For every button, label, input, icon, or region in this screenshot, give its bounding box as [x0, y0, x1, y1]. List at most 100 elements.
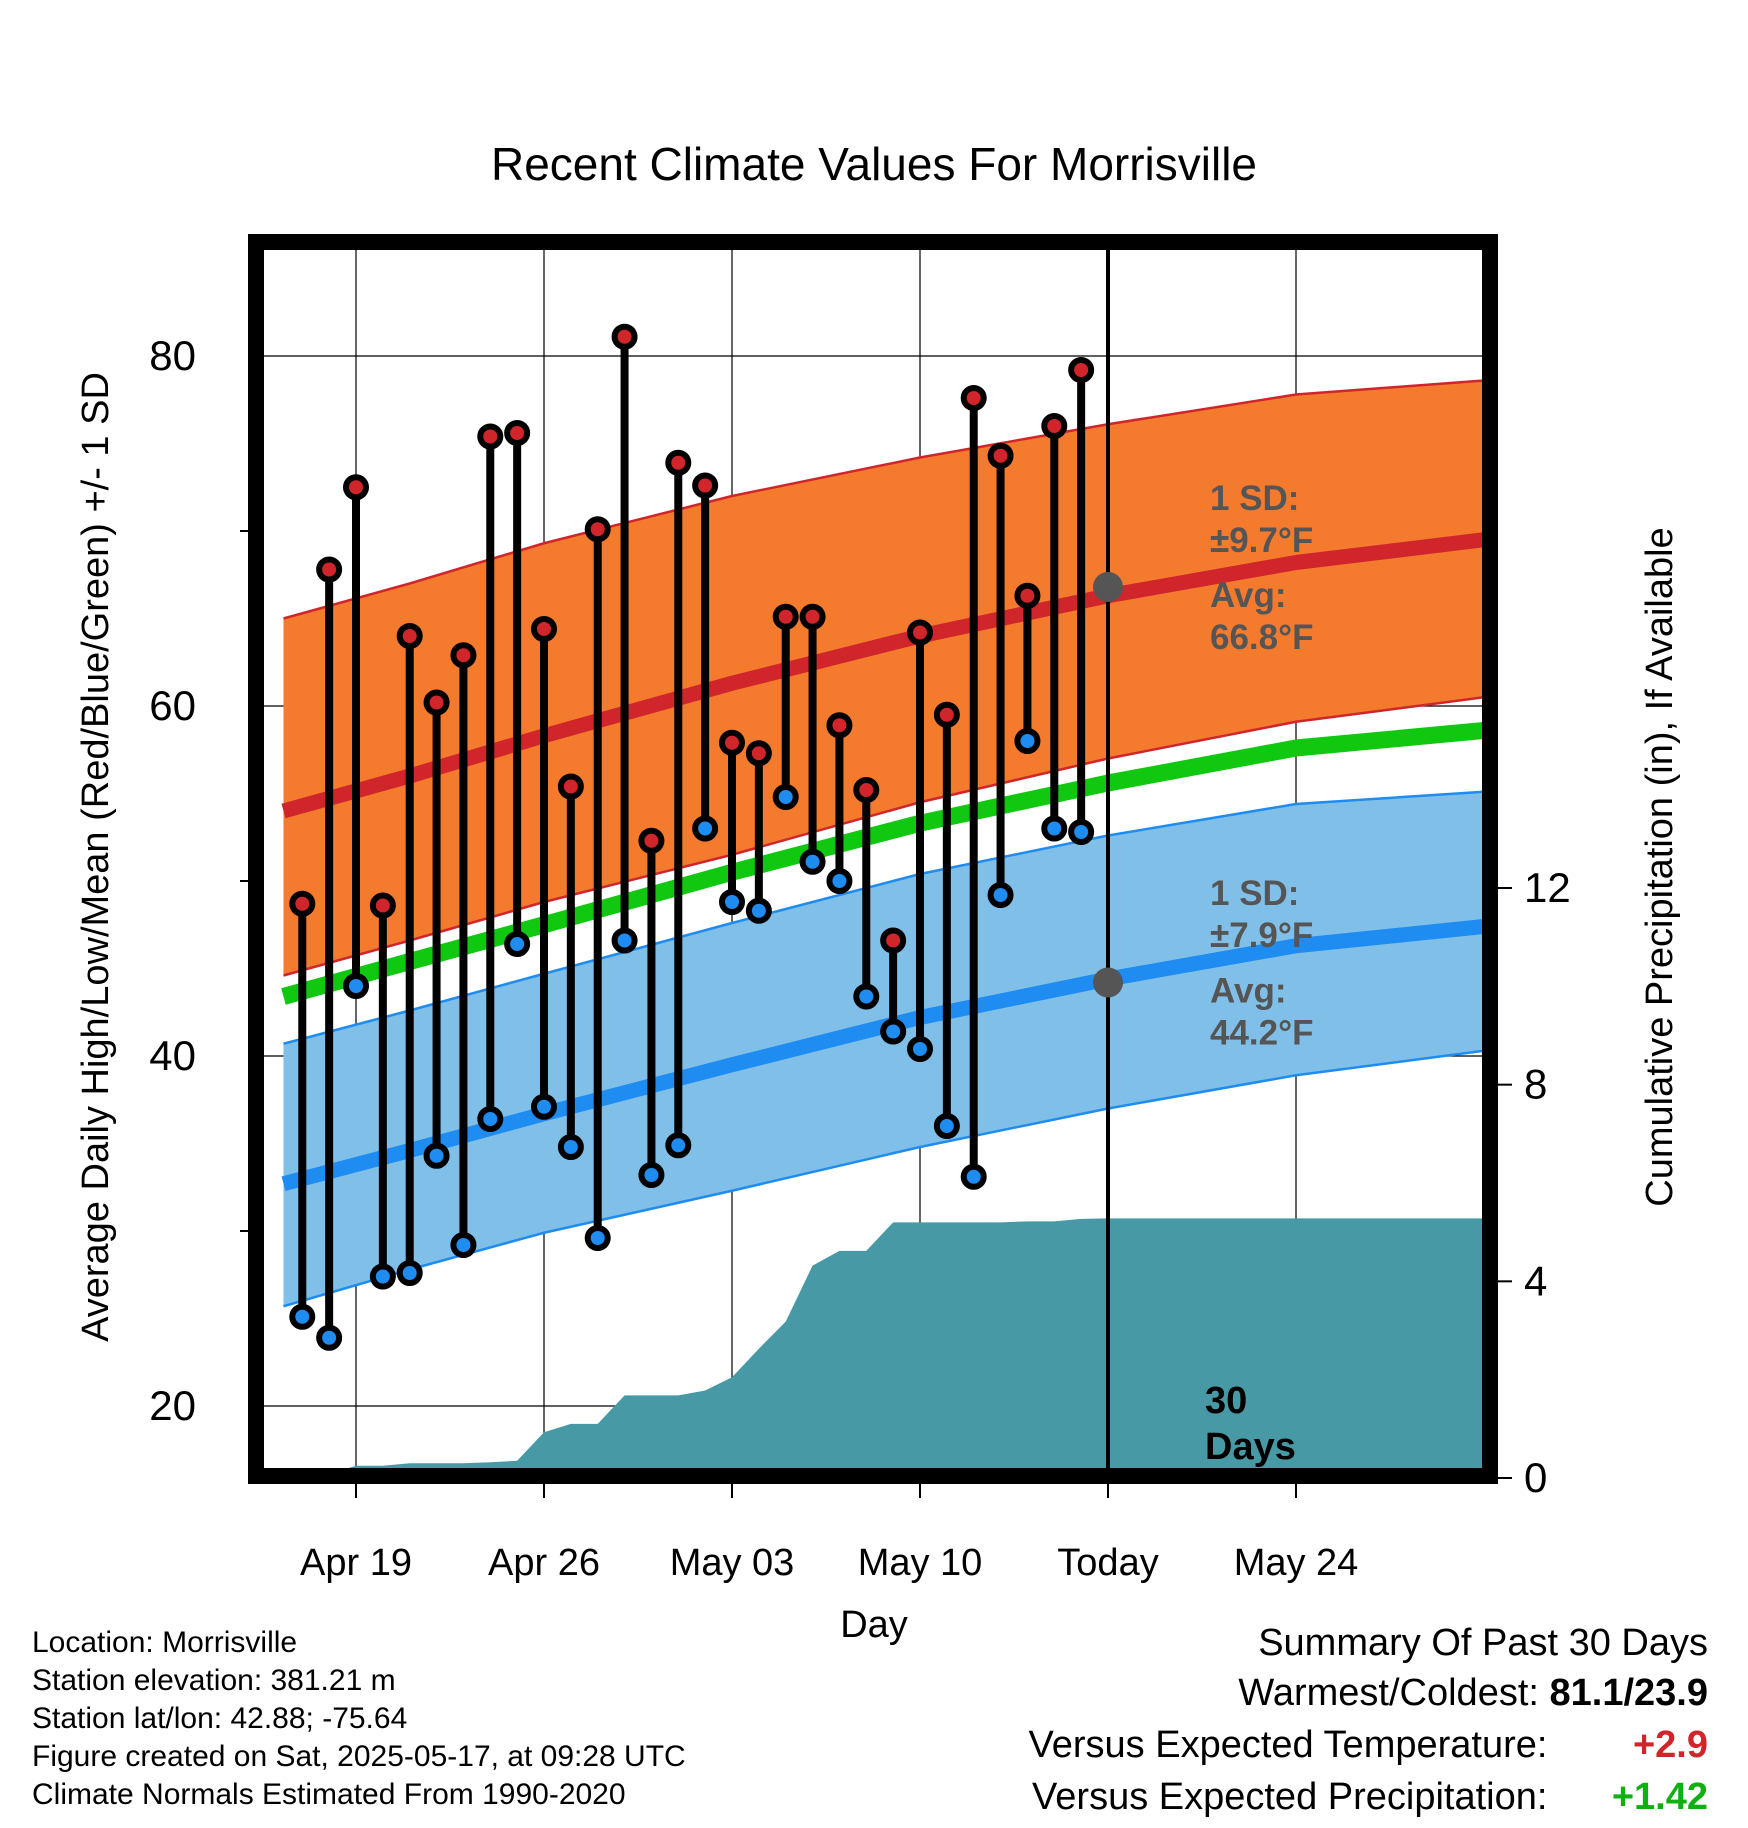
- low-sd-band-lower-edge: [283, 1049, 1484, 1308]
- daily-observations: [289, 323, 1095, 1351]
- obs-low-point: [316, 1324, 343, 1351]
- obs-low-point: [477, 1106, 504, 1132]
- plot-area: [281, 248, 1484, 1470]
- elevation-text: Station elevation: 381.21 m: [32, 1664, 396, 1697]
- obs-high-point: [853, 777, 880, 803]
- x-tick-label: Today: [1057, 1542, 1158, 1584]
- obs-low-point: [1014, 728, 1041, 754]
- obs-low-point: [343, 973, 369, 999]
- obs-low-point: [719, 889, 745, 915]
- axes: Apr 19 Apr 26 May 03 May 10 Today May 2420406…: [149, 234, 1571, 1584]
- obs-high-point: [396, 623, 423, 649]
- obs-high-point: [933, 701, 960, 728]
- obs-low-point: [504, 931, 531, 957]
- low-sd-band: [283, 791, 1484, 1307]
- mean-normal-line: [281, 722, 1484, 1005]
- obs-low-point: [880, 1018, 907, 1045]
- obs-low-point: [907, 1036, 933, 1062]
- obs-high-point: [423, 689, 450, 716]
- obs-low-point: [933, 1113, 960, 1139]
- obs-low-point: [450, 1232, 477, 1258]
- y-tick-label-right: 12: [1524, 864, 1571, 911]
- low-sd-band-upper-edge: [283, 790, 1484, 1045]
- obs-low-point: [423, 1142, 450, 1169]
- high-annotation-avg-text: 66.8°F: [1210, 618, 1314, 657]
- precip-area: [341, 1218, 1484, 1470]
- low-annotation-avg-text: Avg:: [1210, 972, 1286, 1011]
- obs-high-point: [531, 616, 557, 642]
- obs-high-point: [960, 385, 987, 411]
- obs-low-point: [772, 784, 799, 810]
- y-tick-label-right: 8: [1524, 1061, 1547, 1108]
- obs-low-point: [611, 927, 638, 954]
- high-annotation-avg-text: Avg:: [1210, 576, 1286, 615]
- obs-low-point: [557, 1134, 584, 1160]
- low-annotation-avg-marker: [1093, 967, 1123, 998]
- x-tick-label: Apr 26: [488, 1542, 600, 1584]
- warm-cold-value: 81.1/23.9: [1549, 1672, 1708, 1714]
- obs-low-point: [638, 1162, 665, 1188]
- obs-high-point: [611, 323, 638, 350]
- obs-low-point: [584, 1225, 611, 1251]
- plot-frame: [248, 234, 1498, 1484]
- obs-high-point: [316, 556, 343, 583]
- y-tick-label-left: 80: [149, 332, 196, 379]
- chart-title: Recent Climate Values For Morrisville: [491, 138, 1257, 190]
- obs-high-point: [504, 420, 531, 446]
- summary-temp: Versus Expected Temperature: +2.9: [1029, 1724, 1708, 1767]
- high-annotation-sd-text: ±9.7°F: [1210, 521, 1313, 560]
- x-tick-label: May 10: [858, 1542, 983, 1584]
- location-text: Location: Morrisville: [32, 1626, 298, 1659]
- obs-low-point: [665, 1132, 692, 1159]
- obs-high-point: [369, 892, 396, 919]
- obs-low-point: [826, 868, 853, 894]
- obs-low-point: [531, 1093, 557, 1120]
- temp-label: Versus Expected Temperature:: [1028, 1724, 1548, 1766]
- obs-low-point: [692, 815, 719, 842]
- y-tick-label-left: 20: [149, 1382, 196, 1429]
- obs-low-point: [396, 1260, 423, 1286]
- obs-low-point: [853, 983, 880, 1010]
- obs-high-point: [1041, 413, 1068, 439]
- high-annotation-avg-marker: [1093, 572, 1123, 602]
- obs-high-point: [557, 773, 584, 800]
- y-axis-label-right: Cumulative Precipitation (in), If Availa…: [1639, 527, 1681, 1206]
- obs-low-point: [1041, 815, 1068, 842]
- days-label: 30: [1205, 1380, 1247, 1422]
- station-info: Location: Morrisville Station elevation:…: [32, 1624, 686, 1814]
- obs-low-point: [799, 848, 826, 875]
- precip-anomaly-value: +1.42: [1611, 1776, 1708, 1818]
- obs-high-point: [719, 729, 745, 756]
- y-tick-label-right: 4: [1524, 1257, 1547, 1304]
- x-tick-label: Apr 19: [300, 1542, 412, 1584]
- high-sd-band-lower-edge: [283, 696, 1484, 977]
- high-annotation-sd-text: 1 SD:: [1210, 479, 1299, 518]
- x-axis-label: Day: [840, 1604, 908, 1646]
- obs-low-point: [987, 882, 1014, 908]
- high-normal-line: [281, 532, 1484, 819]
- low-annotation-sd-text: 1 SD:: [1210, 874, 1299, 913]
- high-sd-band: [283, 380, 1484, 976]
- obs-high-point: [638, 827, 665, 854]
- obs-low-point: [369, 1263, 396, 1290]
- summary-title: Summary Of Past 30 Days: [1258, 1622, 1708, 1664]
- y-tick-label-right: 0: [1524, 1454, 1547, 1501]
- obs-high-point: [799, 603, 826, 630]
- obs-low-point: [1068, 819, 1095, 845]
- latlon-text: Station lat/lon: 42.88; -75.64: [32, 1702, 408, 1735]
- obs-high-point: [826, 712, 853, 739]
- low-annotation-sd-text: ±7.9°F: [1210, 916, 1313, 955]
- x-tick-label: May 24: [1234, 1542, 1359, 1584]
- obs-high-point: [450, 642, 477, 669]
- obs-low-point: [960, 1163, 987, 1190]
- obs-high-point: [477, 423, 504, 450]
- temp-anomaly-value: +2.9: [1632, 1724, 1708, 1766]
- obs-high-point: [880, 927, 907, 954]
- high-sd-band-upper-edge: [283, 379, 1484, 620]
- normals-text: Climate Normals Estimated From 1990-2020: [32, 1778, 626, 1811]
- low-annotation-avg-text: 44.2°F: [1210, 1014, 1314, 1053]
- y-tick-label-left: 40: [149, 1032, 196, 1079]
- obs-high-point: [665, 449, 692, 476]
